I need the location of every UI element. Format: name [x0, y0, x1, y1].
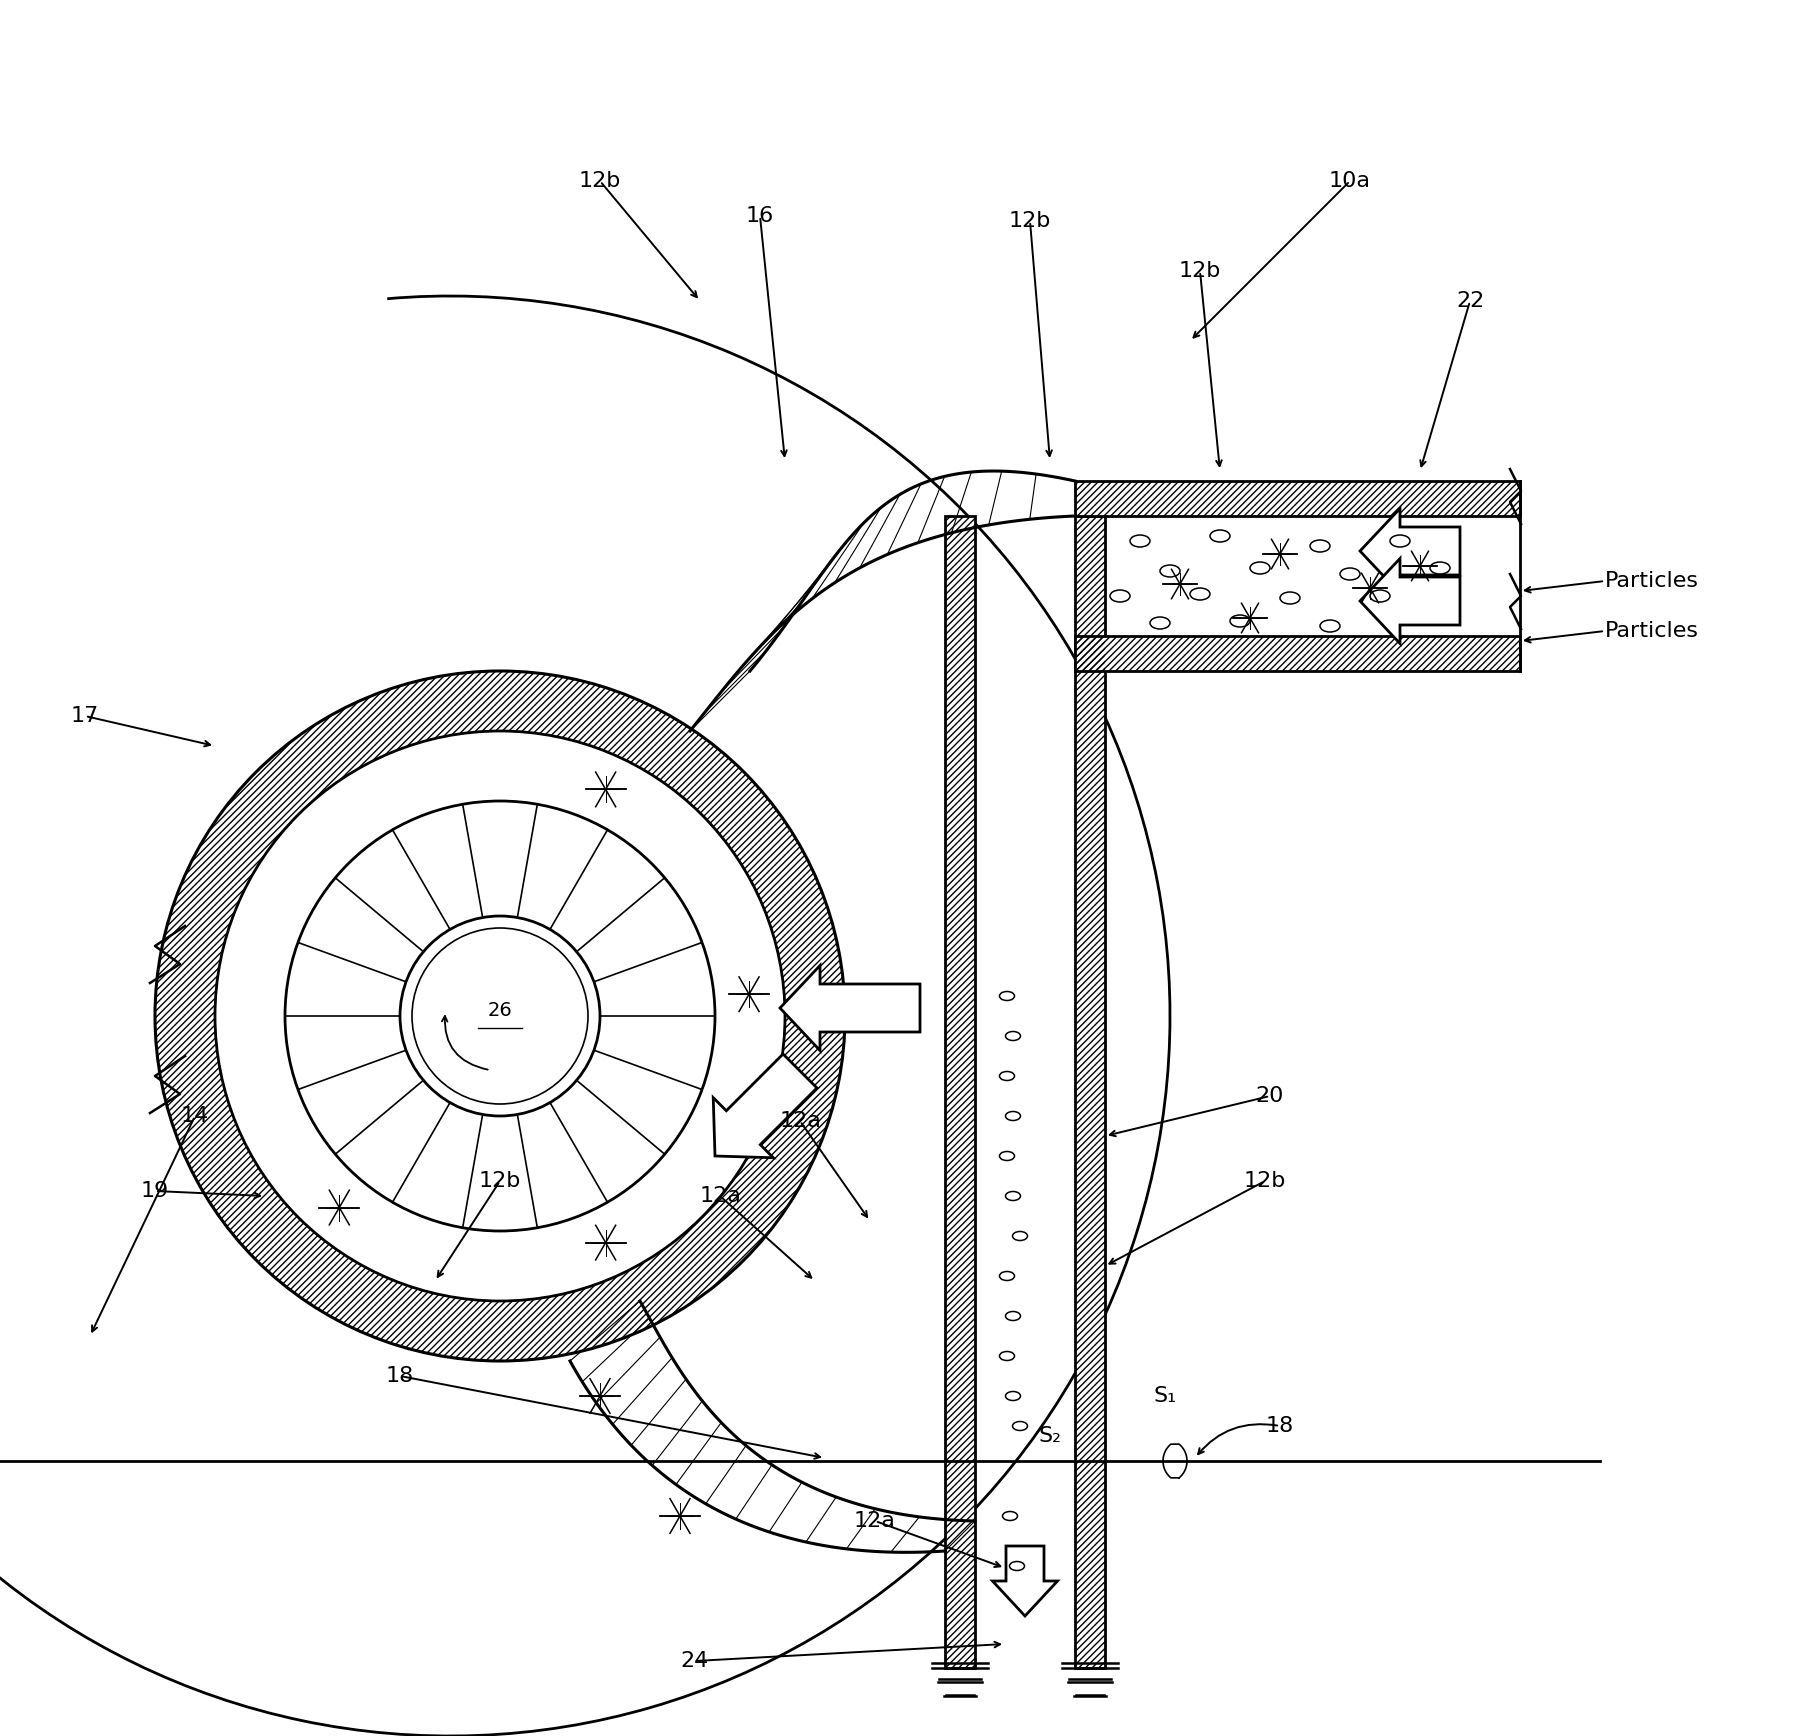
Ellipse shape [1012, 1422, 1028, 1430]
Ellipse shape [1191, 589, 1210, 601]
Ellipse shape [999, 991, 1014, 1000]
Ellipse shape [1321, 620, 1340, 632]
Ellipse shape [1281, 592, 1301, 604]
Ellipse shape [1005, 1031, 1021, 1040]
Ellipse shape [1340, 568, 1360, 580]
Text: 14: 14 [180, 1106, 209, 1127]
Text: 24: 24 [680, 1651, 709, 1672]
Bar [1075, 635, 1521, 672]
Ellipse shape [1391, 535, 1411, 547]
Text: 16: 16 [745, 207, 774, 226]
Text: 10a: 10a [1330, 172, 1371, 191]
Ellipse shape [1310, 540, 1330, 552]
Text: Particles: Particles [1606, 571, 1699, 590]
Bar [1075, 635, 1521, 672]
Ellipse shape [1369, 590, 1391, 602]
Bar [945, 516, 974, 1668]
Ellipse shape [1210, 529, 1230, 542]
Text: 17: 17 [70, 707, 99, 726]
Bar [1075, 516, 1106, 1668]
Ellipse shape [999, 1271, 1014, 1281]
Ellipse shape [1010, 1561, 1025, 1571]
Ellipse shape [1250, 562, 1270, 575]
Bar [945, 516, 974, 1668]
Ellipse shape [1149, 616, 1171, 628]
Circle shape [285, 800, 714, 1231]
Bar [1075, 516, 1106, 1668]
Text: 12a: 12a [700, 1186, 741, 1207]
Ellipse shape [1005, 1392, 1021, 1401]
Text: 26: 26 [487, 1002, 512, 1021]
Ellipse shape [1160, 564, 1180, 576]
Ellipse shape [999, 1071, 1014, 1080]
Text: S₂: S₂ [1039, 1425, 1061, 1446]
Ellipse shape [1012, 1231, 1028, 1241]
Ellipse shape [1005, 1111, 1021, 1120]
FancyArrow shape [992, 1547, 1057, 1616]
Ellipse shape [1109, 590, 1129, 602]
FancyArrow shape [1360, 559, 1459, 644]
Ellipse shape [999, 1352, 1014, 1361]
Circle shape [400, 917, 601, 1116]
Text: Particles: Particles [1606, 621, 1699, 641]
Ellipse shape [1129, 535, 1149, 547]
Ellipse shape [1230, 615, 1250, 627]
Text: 18: 18 [386, 1366, 415, 1385]
FancyArrow shape [1360, 509, 1459, 594]
Ellipse shape [1005, 1311, 1021, 1321]
Text: 12a: 12a [779, 1111, 821, 1130]
Text: 12b: 12b [1008, 212, 1052, 231]
Text: 19: 19 [141, 1180, 170, 1201]
Text: S₁: S₁ [1153, 1385, 1176, 1406]
FancyArrow shape [779, 965, 920, 1050]
FancyArrow shape [713, 1054, 817, 1158]
Text: 12b: 12b [1243, 1172, 1286, 1191]
Circle shape [155, 672, 844, 1361]
Bar [1075, 481, 1521, 516]
Ellipse shape [999, 1151, 1014, 1160]
Text: 12b: 12b [478, 1172, 521, 1191]
Ellipse shape [1003, 1512, 1017, 1521]
Text: 20: 20 [1256, 1087, 1284, 1106]
Circle shape [215, 731, 785, 1300]
Bar [1075, 481, 1521, 516]
Text: 12a: 12a [853, 1510, 897, 1531]
Ellipse shape [1431, 562, 1450, 575]
Ellipse shape [1005, 1191, 1021, 1201]
Text: 18: 18 [1266, 1417, 1293, 1436]
Text: 22: 22 [1456, 292, 1485, 311]
Text: 12b: 12b [1178, 260, 1221, 281]
Text: 12b: 12b [579, 172, 621, 191]
